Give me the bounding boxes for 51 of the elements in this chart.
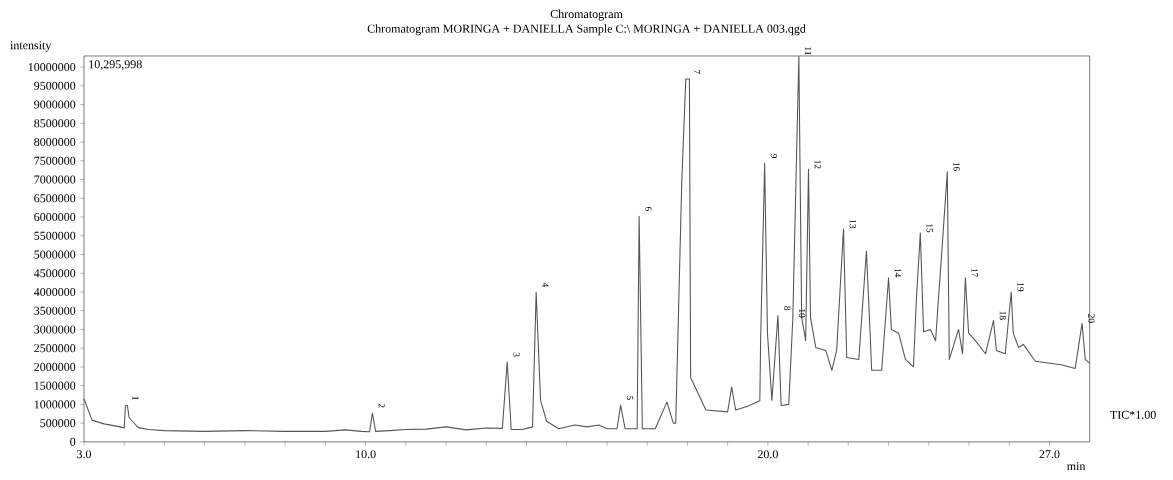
annotation: 2 — [378, 403, 385, 408]
y-tick-label: 2500000 — [34, 344, 76, 353]
annotation: 8 — [784, 306, 791, 311]
annotation: 17 — [971, 268, 978, 278]
y-tick-label: 5000000 — [34, 250, 76, 259]
annotation: 19 — [1017, 283, 1024, 292]
y-tick-label: 6500000 — [34, 194, 76, 203]
annotation: 12 — [814, 160, 821, 169]
annotation: 13 — [849, 220, 856, 229]
annotation: 7 — [693, 70, 700, 74]
x-tick-label: 10.0 — [356, 450, 376, 459]
x-tick-label: 20.0 — [757, 450, 778, 459]
annotation: 9 — [770, 154, 778, 159]
annotation: 15 — [926, 224, 933, 233]
y-tick-label: 500000 — [40, 419, 76, 428]
annotation: 20 — [1088, 314, 1095, 323]
y-axis-title: intensity — [10, 41, 52, 52]
text: TIC*1.00 — [1110, 410, 1156, 419]
y-tick-label: 8500000 — [34, 119, 76, 128]
y-tick-label: 10000000 — [28, 63, 76, 72]
y-tick-label: 2000000 — [34, 362, 76, 372]
y-tick-label: 5500000 — [34, 231, 76, 240]
y-tick-label: 7500000 — [34, 156, 76, 165]
x-tick-label: 3.0 — [77, 450, 92, 459]
annotation: 10 — [799, 309, 806, 318]
y-tick-label: 3000000 — [34, 325, 76, 334]
y-tick-label: 0 — [70, 437, 76, 446]
annotation: 5 — [626, 396, 634, 400]
annotation: 16 — [953, 162, 960, 172]
chart-title: Chromatogram — [550, 9, 623, 21]
annotation: 4 — [542, 282, 549, 288]
annotation: 18 — [999, 311, 1007, 320]
y-tick-label: 9000000 — [34, 100, 76, 109]
y-tick-label: 7000000 — [34, 175, 76, 184]
y-tick-label: 8000000 — [34, 138, 76, 147]
y-tick-label: 4500000 — [33, 269, 76, 278]
y-tick-label: 1500000 — [34, 381, 76, 390]
y-tick-label: 3500000 — [34, 306, 76, 315]
annotation: 10,295,998 — [89, 60, 142, 71]
y-tick-label: 6000000 — [34, 213, 76, 222]
y-tick-label: 9500000 — [34, 81, 76, 90]
annotation: 3 — [513, 352, 520, 357]
annotation: 11 — [805, 47, 812, 55]
x-tick-label: 27.0 — [1039, 450, 1060, 459]
annotation: 14 — [894, 268, 901, 278]
annotation: 6 — [645, 206, 652, 211]
y-tick-label: 1000000 — [34, 400, 76, 409]
x-axis-title: min — [1067, 462, 1086, 471]
y-tick-label: 4000000 — [33, 287, 76, 297]
annotation: 1 — [132, 396, 139, 400]
chart-subtitle: Chromatogram MORINGA + DANIELLA Sample C:\ MORINGA + DANIELLA 003.qgd — [367, 24, 806, 36]
